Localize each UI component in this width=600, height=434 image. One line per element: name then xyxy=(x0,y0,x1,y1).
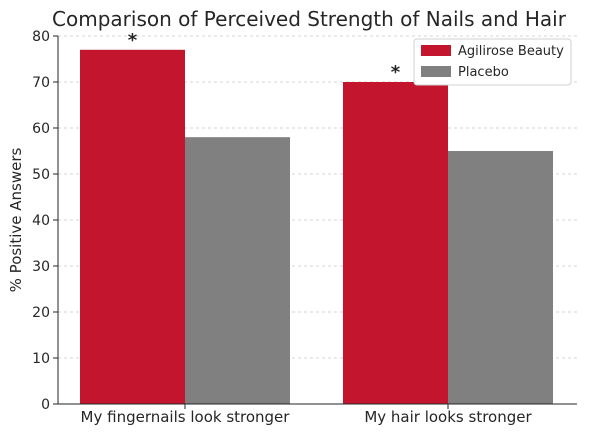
bar-agilirose-beauty-2 xyxy=(343,82,448,404)
bar-placebo-2 xyxy=(448,151,553,404)
legend: Agilirose Beauty Placebo xyxy=(413,38,572,86)
y-tick-label: 20 xyxy=(32,305,50,321)
y-tick-labels: 0 10 20 30 40 50 60 70 80 xyxy=(32,29,50,413)
legend-swatch xyxy=(421,45,451,56)
legend-entry-label: Placebo xyxy=(458,65,509,80)
legend-entry-label: Agilirose Beauty xyxy=(458,44,564,59)
x-tick-label: My hair looks stronger xyxy=(364,408,532,426)
x-tick-labels: My fingernails look stronger My hair look… xyxy=(81,408,533,426)
significance-asterisk: * xyxy=(391,62,401,83)
axes xyxy=(53,35,577,409)
chart-title: Comparison of Perceived Strength of Nail… xyxy=(52,7,567,31)
y-axis-label: % Positive Answers xyxy=(7,147,25,292)
y-tick-label: 80 xyxy=(32,29,50,45)
y-tick-label: 30 xyxy=(32,259,50,275)
bars xyxy=(80,49,553,405)
y-tick-label: 10 xyxy=(32,351,50,367)
y-tick-label: 40 xyxy=(32,213,50,229)
y-tick-label: 60 xyxy=(32,121,50,137)
bar-placebo-1 xyxy=(185,137,290,404)
x-tick-label: My fingernails look stronger xyxy=(81,408,291,426)
legend-frame xyxy=(413,38,572,86)
significance-marks: ** xyxy=(128,30,401,83)
bar-agilirose-beauty-1 xyxy=(80,49,185,405)
legend-swatch xyxy=(421,66,451,77)
y-tick-label: 50 xyxy=(32,167,50,183)
y-tick-label: 0 xyxy=(41,397,50,413)
significance-asterisk: * xyxy=(128,30,138,51)
y-tick-label: 70 xyxy=(32,75,50,91)
